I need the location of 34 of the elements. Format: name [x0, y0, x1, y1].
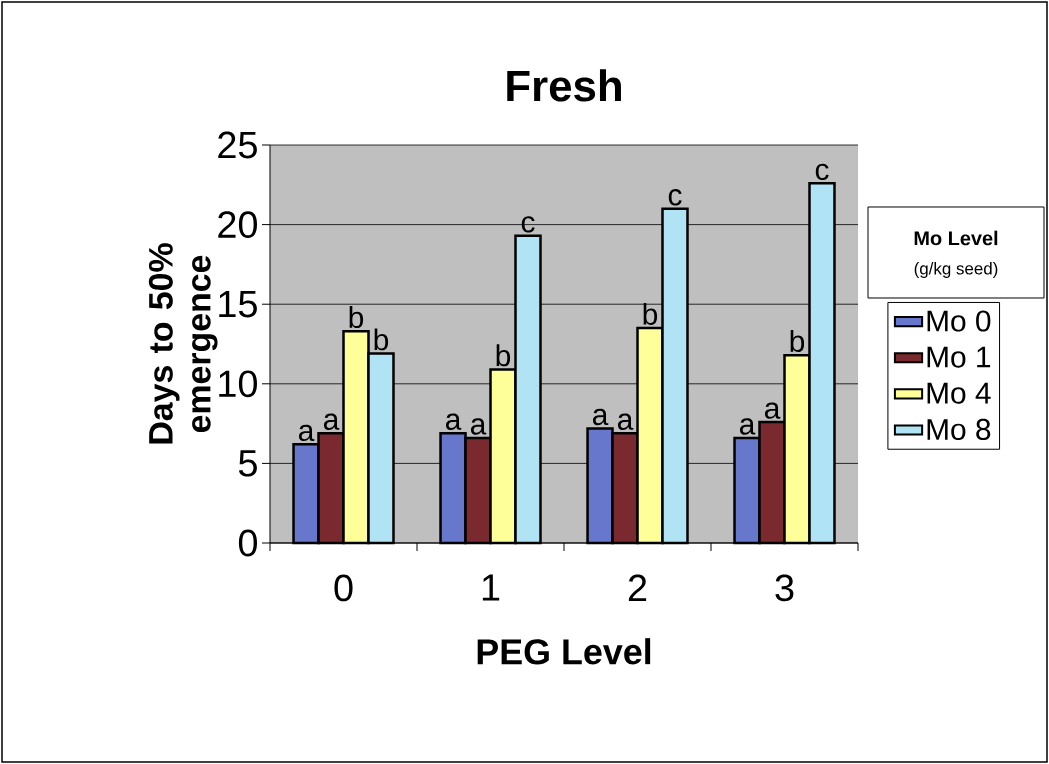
- y-tick-label: 15: [219, 290, 257, 318]
- annotation: b: [790, 330, 805, 352]
- annotation: a: [298, 424, 315, 442]
- legend-label: Mo 8: [927, 418, 991, 441]
- chart-title: Fresh: [507, 69, 621, 102]
- y-tick-label: 25: [218, 131, 257, 159]
- legend-label: Mo 1: [927, 346, 991, 368]
- x-tick-label: 1: [482, 574, 500, 601]
- y-tick-label: 20: [218, 211, 257, 239]
- annotation: a: [470, 418, 487, 435]
- annotation: b: [496, 344, 511, 367]
- y-tick-label: 10: [219, 370, 257, 398]
- x-tick-label: 0: [334, 574, 353, 602]
- annotation: b: [349, 306, 364, 329]
- legend-title: Mo Level: [914, 230, 998, 246]
- annotation: a: [323, 413, 340, 430]
- annotation: a: [764, 402, 781, 419]
- legend-label: Mo 4: [927, 382, 991, 404]
- annotation: a: [592, 408, 609, 426]
- annotation: b: [643, 302, 658, 325]
- y-tick-label: 5: [238, 450, 257, 477]
- annotation: a: [445, 413, 462, 430]
- annotation: b: [374, 328, 389, 351]
- annotation: c: [815, 163, 829, 181]
- y-tick-label: 0: [238, 529, 258, 557]
- text: (g/kg seed): [914, 262, 998, 278]
- annotation: a: [617, 413, 634, 430]
- x-tick-label: 2: [628, 574, 647, 601]
- y-axis-title: Days to 50% emergence: [148, 243, 218, 444]
- x-axis-title: PEG Level: [477, 638, 651, 665]
- legend-label: Mo 0: [927, 310, 991, 332]
- annotation: a: [739, 418, 756, 435]
- annotation: c: [668, 189, 682, 206]
- x-tick-label: 3: [775, 574, 794, 602]
